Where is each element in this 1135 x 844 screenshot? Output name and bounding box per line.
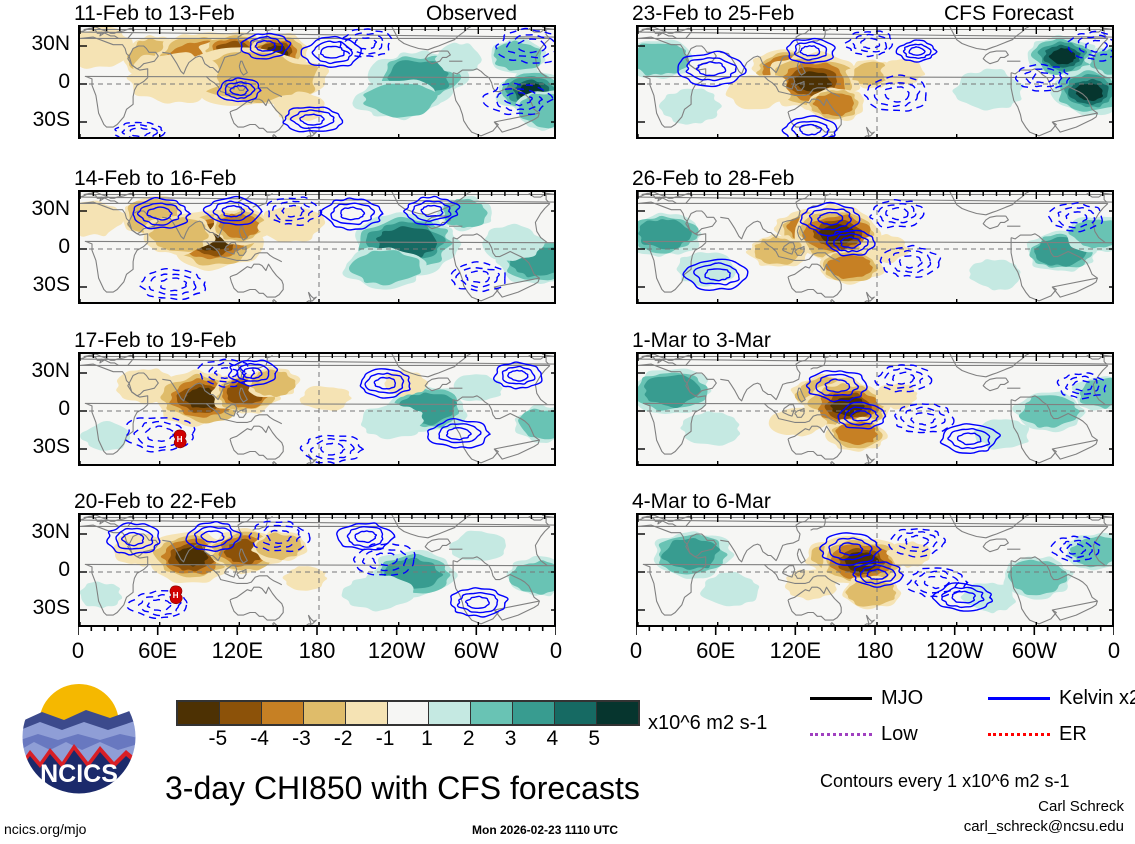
y-tick-label: 30N [31, 197, 70, 220]
colorbar-swatch [345, 702, 388, 724]
legend-line-er [988, 732, 1050, 736]
x-tick-label: 120W [925, 638, 984, 663]
legend-item-er: ER [988, 724, 1087, 744]
panel-title-3: 17-Feb to 19-Feb [74, 329, 237, 352]
map-panel-2 [78, 190, 556, 304]
map-panel-8 [636, 513, 1114, 627]
legend-line-low [810, 732, 872, 736]
y-tick-label: 30S [32, 435, 70, 458]
y-tick-label: 30S [32, 273, 70, 296]
author-name: Carl Schreck [1038, 798, 1124, 815]
colorbar-swatch [429, 702, 472, 724]
map-panel-1 [78, 25, 556, 139]
y-axis-labels-row-3: 30N 0 30S [0, 352, 70, 466]
x-tick-label: 60W [1011, 638, 1057, 663]
colorbar-tick-labels: -5 -4 -3 -2 -1 1 2 3 4 5 [176, 728, 636, 750]
contour-legend: MJO Kelvin x2 Low ER [810, 688, 1135, 750]
map-panel-3: H [78, 352, 556, 466]
author-email: carl_schreck@ncsu.edu [963, 818, 1124, 835]
x-tick-label: 0 [549, 638, 563, 663]
colorbar-tick-label: -1 [375, 727, 395, 750]
svg-text:H: H [173, 591, 179, 600]
panel-title-5: 23-Feb to 25-Feb [632, 2, 795, 25]
colorbar-swatch [261, 702, 304, 724]
x-tick-label: 180 [856, 638, 894, 663]
colorbar-tick-label: -3 [292, 727, 311, 750]
colorbar-swatch [178, 702, 220, 724]
legend-item-low: Low [810, 724, 918, 744]
colorbar-tick-label: 5 [588, 727, 601, 750]
svg-text:H: H [177, 435, 183, 444]
y-tick-label: 0 [58, 235, 70, 258]
x-tick-label: 120W [367, 638, 426, 663]
panel-title-6: 26-Feb to 28-Feb [632, 167, 795, 190]
x-axis-left-column: 0 60E 120E 180 120W 60W 0 [72, 626, 562, 662]
map-panel-6 [636, 190, 1114, 304]
x-tick-label: 0 [629, 638, 643, 663]
y-tick-label: 0 [58, 558, 70, 581]
x-tick-label: 180 [298, 638, 336, 663]
x-tick-label: 60E [138, 638, 178, 663]
ncics-logo: NCICS [20, 678, 138, 796]
y-tick-label: 30N [31, 520, 70, 543]
colorbar-tick-label: -2 [333, 727, 353, 750]
y-tick-label: 0 [58, 397, 70, 420]
x-tick-label: 120E [769, 638, 822, 663]
y-axis-labels-row-1: 30N 0 30S [0, 25, 70, 139]
column-header-observed: Observed [426, 2, 518, 25]
colorbar-tick-label: -4 [250, 727, 269, 750]
y-axis-labels-row-4: 30N 0 30S [0, 513, 70, 627]
map-panel-7 [636, 352, 1114, 466]
svg-text:NCICS: NCICS [40, 760, 118, 788]
colorbar-swatch [387, 702, 430, 724]
y-axis-labels-row-2: 30N 0 30S [0, 190, 70, 304]
panel-title-4: 20-Feb to 22-Feb [74, 490, 237, 513]
colorbar-swatch [597, 702, 638, 724]
site-url[interactable]: ncics.org/mjo [4, 821, 87, 837]
y-tick-label: 0 [58, 70, 70, 93]
x-tick-label: 60E [696, 638, 736, 663]
y-tick-label: 30N [31, 359, 70, 382]
legend-label-er: ER [1059, 723, 1087, 745]
panel-title-7: 1-Mar to 3-Mar [632, 329, 771, 352]
colorbar-swatch [303, 702, 346, 724]
x-tick-label: 0 [1107, 638, 1121, 663]
page-title: 3-day CHI850 with CFS forecasts [165, 770, 640, 806]
x-tick-label: 120E [211, 638, 264, 663]
panel-title-2: 14-Feb to 16-Feb [74, 167, 237, 190]
colorbar-swatch [555, 702, 598, 724]
legend-item-mjo: MJO [810, 688, 923, 708]
y-tick-label: 30N [31, 32, 70, 55]
colorbar [176, 700, 640, 726]
colorbar-swatch [513, 702, 556, 724]
colorbar-tick-label: 2 [462, 727, 475, 750]
colorbar-swatch [219, 702, 262, 724]
y-tick-label: 30S [32, 108, 70, 131]
y-tick-label: 30S [32, 596, 70, 619]
x-tick-label: 60W [453, 638, 499, 663]
colorbar-tick-label: 4 [546, 727, 559, 750]
legend-label-low: Low [881, 723, 918, 745]
legend-line-kelvin [988, 696, 1050, 700]
legend-line-mjo [810, 696, 872, 700]
colorbar-tick-label: -5 [208, 727, 228, 750]
generation-timestamp: Mon 2026-02-23 1110 UTC [472, 823, 619, 837]
contour-interval-note: Contours every 1 x10^6 m2 s-1 [820, 771, 1070, 791]
legend-item-kelvin: Kelvin x2 [988, 688, 1135, 708]
map-panel-4: H [78, 513, 556, 627]
colorbar-unit-label: x10^6 m2 s-1 [648, 712, 768, 734]
legend-label-mjo: MJO [881, 687, 924, 709]
x-axis-right-column: 0 60E 120E 180 120W 60W 0 [630, 626, 1120, 662]
colorbar-tick-label: 3 [504, 727, 517, 750]
column-header-cfs-forecast: CFS Forecast [944, 2, 1074, 25]
panel-title-8: 4-Mar to 6-Mar [632, 490, 771, 513]
colorbar-tick-label: 1 [421, 727, 433, 750]
panel-title-1: 11-Feb to 13-Feb [74, 2, 235, 25]
legend-label-kelvin: Kelvin x2 [1059, 687, 1135, 709]
map-panel-5 [636, 25, 1114, 139]
colorbar-swatch [471, 702, 514, 724]
x-tick-label: 0 [71, 638, 85, 663]
